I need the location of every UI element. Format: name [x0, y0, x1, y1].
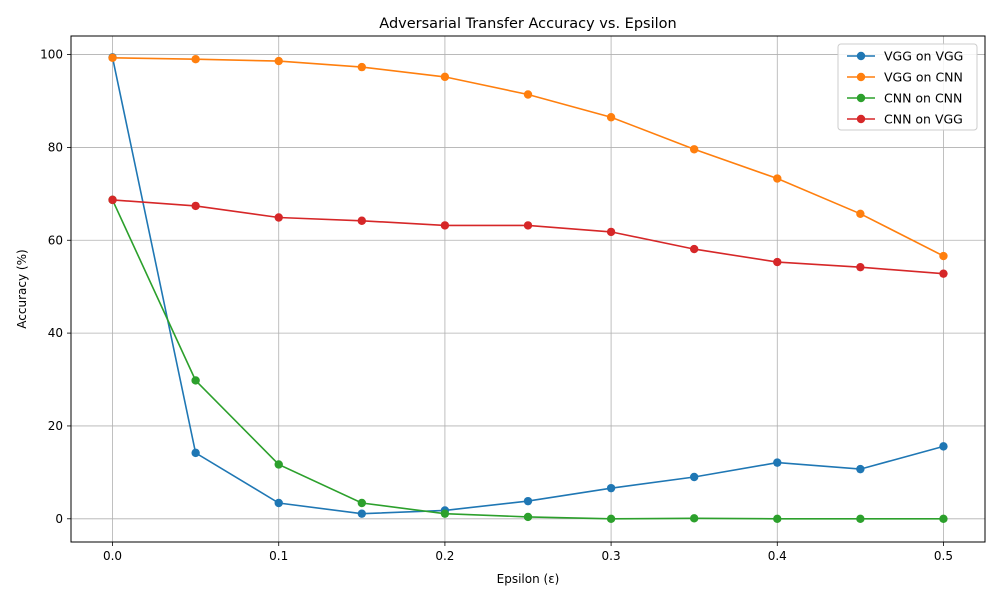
- legend-label-vgg-on-cnn: VGG on CNN: [884, 70, 963, 85]
- series-vgg-on-cnn: [108, 53, 948, 261]
- data-point-cnn-on-cnn: [606, 514, 616, 523]
- legend-marker-vgg-on-cnn: [856, 72, 866, 82]
- series-group: [108, 53, 948, 523]
- series-cnn-on-cnn: [108, 195, 948, 523]
- data-point-cnn-on-cnn: [440, 509, 450, 518]
- data-point-cnn-on-vgg: [606, 227, 616, 237]
- data-point-vgg-on-cnn: [523, 90, 533, 99]
- data-point-vgg-on-vgg: [606, 483, 616, 493]
- data-point-cnn-on-vgg: [191, 201, 200, 211]
- legend-marker-cnn-on-cnn: [856, 93, 866, 103]
- data-point-vgg-on-cnn: [274, 56, 283, 66]
- legend-marker-cnn-on-vgg: [856, 114, 866, 124]
- data-point-vgg-on-vgg: [689, 472, 699, 482]
- legend-frame: [837, 43, 978, 131]
- data-point-vgg-on-vgg: [856, 464, 865, 474]
- legend-label-cnn-on-vgg: CNN on VGG: [884, 112, 963, 127]
- x-tick-label: 0.1: [269, 549, 288, 563]
- series-vgg-on-vgg: [108, 53, 948, 518]
- data-point-cnn-on-vgg: [440, 221, 450, 230]
- data-point-cnn-on-vgg: [523, 221, 533, 230]
- series-line-vgg-on-vgg: [111, 57, 944, 515]
- x-tick-label: 0.5: [934, 549, 953, 563]
- data-point-vgg-on-cnn: [939, 251, 948, 261]
- data-point-cnn-on-vgg: [856, 262, 865, 272]
- y-tick-label: 80: [48, 140, 63, 154]
- data-point-cnn-on-cnn: [773, 514, 782, 523]
- data-point-cnn-on-cnn: [191, 376, 200, 385]
- data-point-cnn-on-vgg: [274, 213, 283, 222]
- series-cnn-on-vgg: [108, 195, 948, 278]
- x-axis-ticks: 0.0 0.1 0.2 0.3 0.4 0.5: [103, 542, 953, 563]
- data-point-vgg-on-cnn: [108, 53, 117, 63]
- data-point-cnn-on-cnn: [357, 498, 367, 508]
- data-point-cnn-on-cnn: [523, 512, 533, 522]
- legend-label-cnn-on-cnn: CNN on CNN: [884, 91, 962, 106]
- data-point-vgg-on-vgg: [357, 509, 367, 518]
- legend: VGG on VGG VGG on CNN CNN on CNN CNN on VGG: [837, 43, 978, 131]
- x-tick-label: 0.4: [768, 549, 787, 563]
- data-point-vgg-on-vgg: [191, 448, 200, 458]
- data-point-cnn-on-vgg: [939, 269, 948, 278]
- data-point-vgg-on-vgg: [939, 442, 948, 451]
- data-point-vgg-on-cnn: [773, 174, 782, 183]
- data-point-vgg-on-cnn: [689, 145, 699, 154]
- data-point-cnn-on-vgg: [773, 257, 782, 267]
- y-tick-label: 20: [48, 419, 63, 433]
- x-axis-label: Epsilon (ε): [497, 572, 560, 586]
- y-tick-label: 60: [48, 233, 63, 247]
- data-point-cnn-on-cnn: [274, 460, 283, 469]
- data-point-cnn-on-vgg: [357, 216, 367, 225]
- y-tick-label: 100: [40, 48, 63, 62]
- data-point-vgg-on-cnn: [191, 55, 200, 64]
- x-tick-label: 0.0: [103, 549, 122, 563]
- y-axis-ticks: 0 20 40 60 80 100: [40, 48, 71, 526]
- x-tick-label: 0.3: [602, 549, 621, 563]
- data-point-cnn-on-cnn: [689, 514, 699, 523]
- series-line-cnn-on-vgg: [112, 199, 944, 275]
- x-tick-label: 0.2: [435, 549, 454, 563]
- data-point-vgg-on-cnn: [357, 62, 367, 72]
- data-point-cnn-on-vgg: [108, 195, 117, 205]
- chart-title: Adversarial Transfer Accuracy vs. Epsilo…: [379, 16, 676, 32]
- data-point-cnn-on-cnn: [939, 514, 948, 523]
- data-point-vgg-on-cnn: [606, 113, 616, 122]
- y-tick-label: 40: [48, 326, 63, 340]
- data-point-vgg-on-vgg: [274, 498, 283, 508]
- plot-frame: [70, 35, 986, 543]
- y-axis-label: Accuracy (%): [15, 249, 29, 328]
- y-tick-label: 0: [55, 512, 63, 526]
- series-line-cnn-on-cnn: [111, 199, 944, 520]
- data-point-cnn-on-cnn: [856, 514, 865, 523]
- legend-marker-vgg-on-vgg: [856, 51, 866, 61]
- data-point-vgg-on-cnn: [440, 72, 450, 82]
- data-point-vgg-on-vgg: [773, 458, 782, 467]
- data-point-vgg-on-cnn: [856, 209, 865, 218]
- data-point-vgg-on-vgg: [523, 496, 533, 506]
- legend-label-vgg-on-vgg: VGG on VGG: [884, 49, 963, 64]
- data-point-cnn-on-vgg: [689, 244, 699, 254]
